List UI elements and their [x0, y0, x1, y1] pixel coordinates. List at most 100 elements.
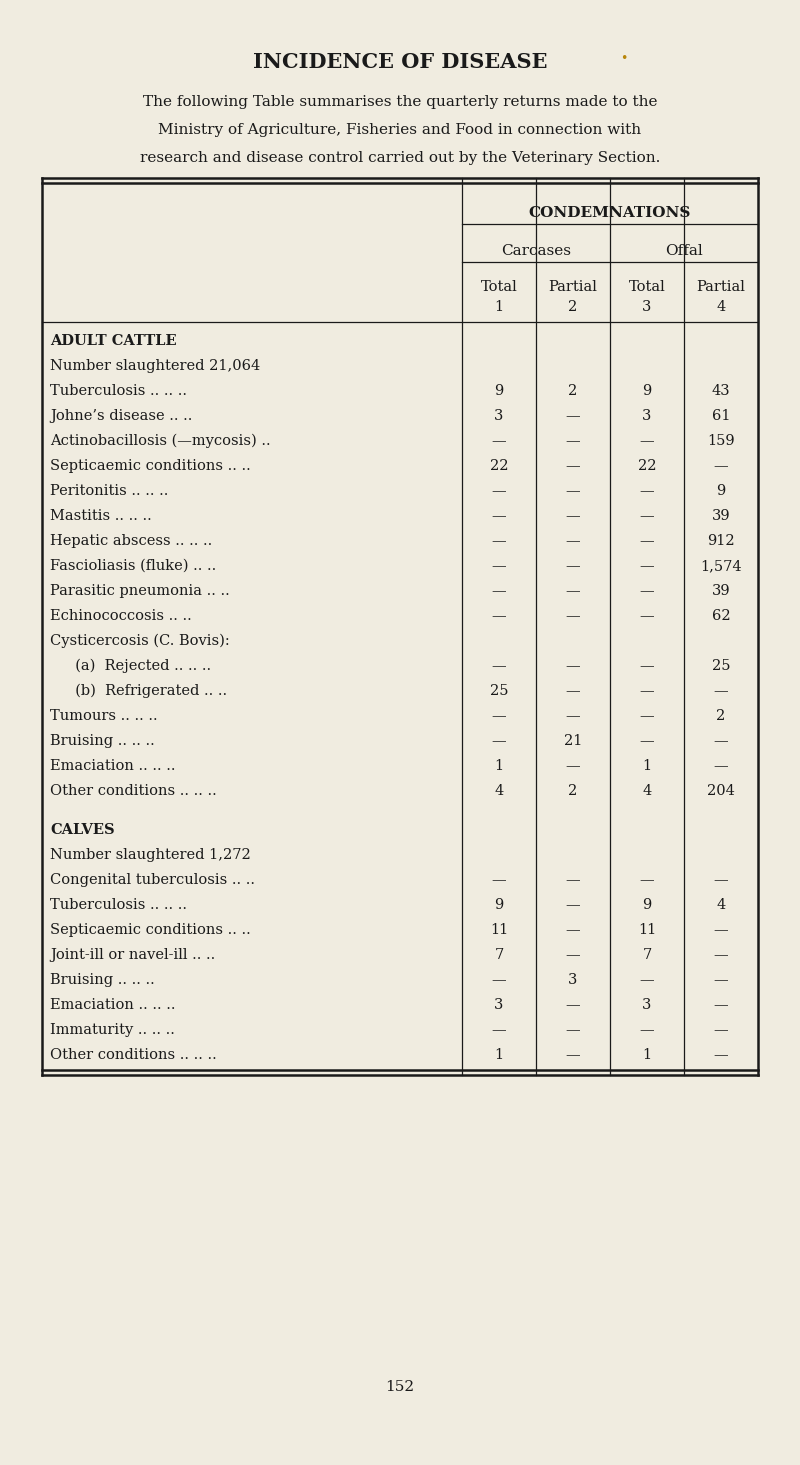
- Text: —: —: [640, 709, 654, 724]
- Text: Number slaughtered 21,064: Number slaughtered 21,064: [50, 359, 260, 374]
- Text: The following Table summarises the quarterly returns made to the: The following Table summarises the quart…: [142, 95, 658, 108]
- Text: 3: 3: [642, 409, 652, 423]
- Text: 1: 1: [494, 1047, 503, 1062]
- Text: —: —: [640, 483, 654, 498]
- Text: —: —: [492, 483, 506, 498]
- Text: Bruising .. .. ..: Bruising .. .. ..: [50, 973, 154, 987]
- Text: Joint-ill or navel-ill .. ..: Joint-ill or navel-ill .. ..: [50, 948, 215, 963]
- Text: Johne’s disease .. ..: Johne’s disease .. ..: [50, 409, 192, 423]
- Text: —: —: [492, 873, 506, 886]
- Text: —: —: [566, 1023, 580, 1037]
- Text: 62: 62: [712, 609, 730, 623]
- Text: ADULT CATTLE: ADULT CATTLE: [50, 334, 177, 349]
- Text: Partial: Partial: [549, 280, 598, 294]
- Text: 4: 4: [494, 784, 504, 798]
- Text: —: —: [492, 585, 506, 598]
- Text: 2: 2: [716, 709, 726, 724]
- Text: 43: 43: [712, 384, 730, 398]
- Text: —: —: [566, 659, 580, 672]
- Text: Parasitic pneumonia .. ..: Parasitic pneumonia .. ..: [50, 585, 230, 598]
- Text: —: —: [492, 434, 506, 448]
- Text: —: —: [640, 535, 654, 548]
- Text: —: —: [640, 434, 654, 448]
- Text: Tumours .. .. ..: Tumours .. .. ..: [50, 709, 158, 724]
- Text: Total: Total: [629, 280, 666, 294]
- Text: 3: 3: [494, 998, 504, 1012]
- Text: Cysticercosis (C. Bovis):: Cysticercosis (C. Bovis):: [50, 634, 230, 649]
- Text: —: —: [714, 734, 728, 749]
- Text: 912: 912: [707, 535, 735, 548]
- Text: —: —: [492, 709, 506, 724]
- Text: 39: 39: [712, 585, 730, 598]
- Text: Echinococcosis .. ..: Echinococcosis .. ..: [50, 609, 192, 623]
- Text: Emaciation .. .. ..: Emaciation .. .. ..: [50, 759, 175, 774]
- Text: —: —: [566, 459, 580, 473]
- Text: —: —: [566, 609, 580, 623]
- Text: —: —: [714, 873, 728, 886]
- Text: 9: 9: [494, 384, 504, 398]
- Text: 2: 2: [568, 300, 578, 314]
- Text: —: —: [566, 898, 580, 913]
- Text: 9: 9: [642, 384, 652, 398]
- Text: —: —: [492, 1023, 506, 1037]
- Text: —: —: [714, 998, 728, 1012]
- Text: —: —: [492, 609, 506, 623]
- Text: —: —: [566, 483, 580, 498]
- Text: CONDEMNATIONS: CONDEMNATIONS: [529, 207, 691, 220]
- Text: 3: 3: [642, 998, 652, 1012]
- Text: —: —: [566, 585, 580, 598]
- Text: —: —: [566, 948, 580, 963]
- Text: Congenital tuberculosis .. ..: Congenital tuberculosis .. ..: [50, 873, 255, 886]
- Text: —: —: [566, 508, 580, 523]
- Text: —: —: [714, 459, 728, 473]
- Text: 1: 1: [642, 1047, 651, 1062]
- Text: 2: 2: [568, 784, 578, 798]
- Text: Tuberculosis .. .. ..: Tuberculosis .. .. ..: [50, 898, 187, 913]
- Text: 204: 204: [707, 784, 735, 798]
- Text: —: —: [640, 508, 654, 523]
- Text: 152: 152: [386, 1380, 414, 1395]
- Text: —: —: [640, 734, 654, 749]
- Text: —: —: [714, 923, 728, 938]
- Text: —: —: [566, 923, 580, 938]
- Text: 25: 25: [490, 684, 508, 697]
- Text: —: —: [714, 948, 728, 963]
- Text: Peritonitis .. .. ..: Peritonitis .. .. ..: [50, 483, 168, 498]
- Text: Immaturity .. .. ..: Immaturity .. .. ..: [50, 1023, 175, 1037]
- Text: 61: 61: [712, 409, 730, 423]
- Text: —: —: [566, 1047, 580, 1062]
- Text: —: —: [566, 535, 580, 548]
- Text: —: —: [640, 659, 654, 672]
- Text: Partial: Partial: [697, 280, 746, 294]
- Text: (b)  Refrigerated .. ..: (b) Refrigerated .. ..: [66, 684, 227, 699]
- Text: Emaciation .. .. ..: Emaciation .. .. ..: [50, 998, 175, 1012]
- Text: Ministry of Agriculture, Fisheries and Food in connection with: Ministry of Agriculture, Fisheries and F…: [158, 123, 642, 138]
- Text: —: —: [492, 734, 506, 749]
- Text: —: —: [640, 973, 654, 987]
- Text: —: —: [492, 659, 506, 672]
- Text: —: —: [492, 508, 506, 523]
- Text: 159: 159: [707, 434, 735, 448]
- Text: 3: 3: [494, 409, 504, 423]
- Text: 9: 9: [494, 898, 504, 913]
- Text: —: —: [492, 535, 506, 548]
- Text: Other conditions .. .. ..: Other conditions .. .. ..: [50, 784, 217, 798]
- Text: Carcases: Carcases: [501, 245, 571, 258]
- Text: —: —: [566, 409, 580, 423]
- Text: 9: 9: [642, 898, 652, 913]
- Text: 3: 3: [642, 300, 652, 314]
- Text: 25: 25: [712, 659, 730, 672]
- Text: —: —: [566, 684, 580, 697]
- Text: Offal: Offal: [665, 245, 703, 258]
- Text: •: •: [620, 51, 628, 64]
- Text: —: —: [640, 560, 654, 573]
- Text: 22: 22: [638, 459, 656, 473]
- Text: —: —: [640, 873, 654, 886]
- Text: —: —: [714, 759, 728, 774]
- Text: 11: 11: [490, 923, 508, 938]
- Text: —: —: [714, 1047, 728, 1062]
- Text: Hepatic abscess .. .. ..: Hepatic abscess .. .. ..: [50, 535, 212, 548]
- Text: Mastitis .. .. ..: Mastitis .. .. ..: [50, 508, 152, 523]
- Text: —: —: [492, 560, 506, 573]
- Text: Total: Total: [481, 280, 518, 294]
